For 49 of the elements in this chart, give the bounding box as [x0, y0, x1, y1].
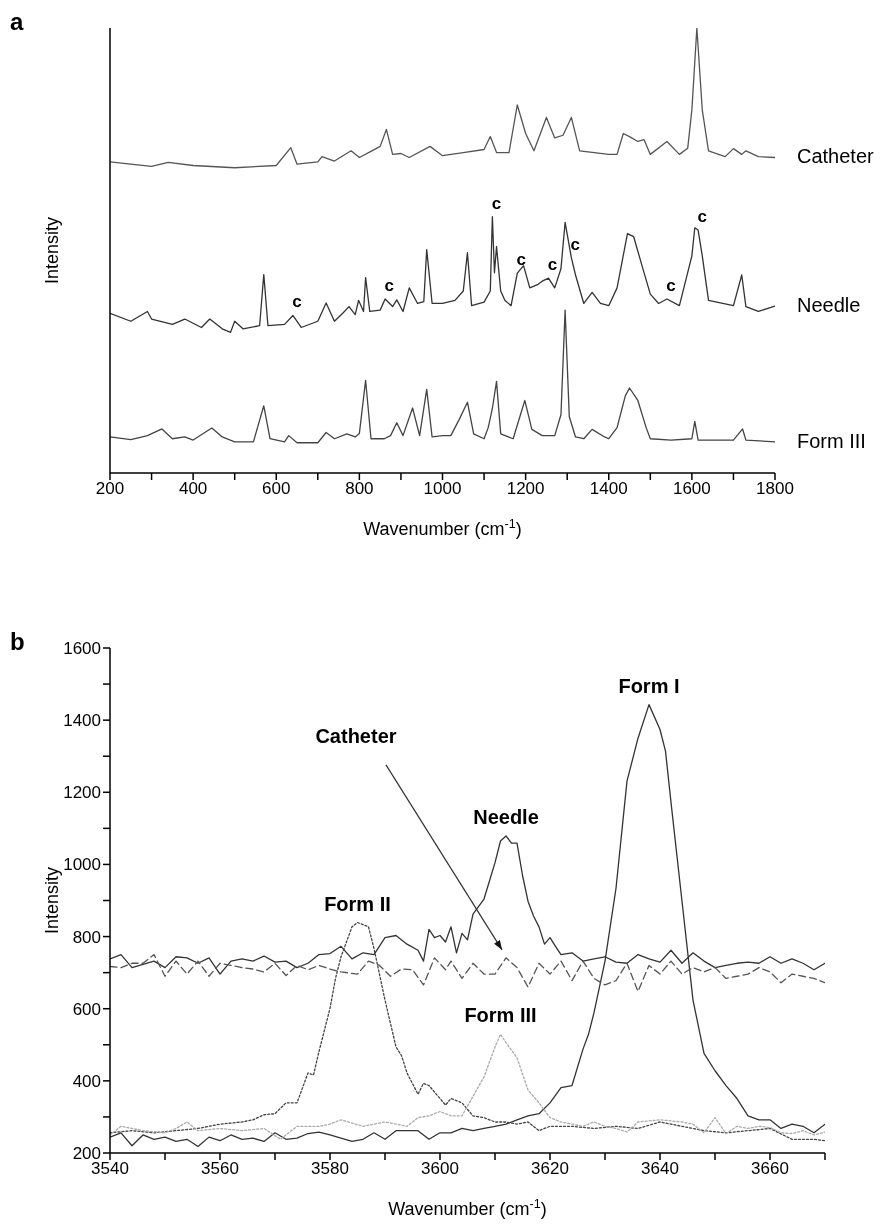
x-tick-label: 3600: [421, 1159, 459, 1179]
x-tick-label: 3540: [91, 1159, 129, 1179]
series-label: Form III: [464, 1004, 537, 1027]
x-tick-label: 1200: [506, 479, 545, 499]
annotation: c: [697, 207, 707, 227]
y-tick-label: 400: [72, 1071, 101, 1091]
x-tick-label: 3620: [531, 1159, 569, 1179]
series-label: Needle: [797, 294, 861, 317]
annotation: c: [384, 276, 394, 296]
y-tick-label: 1600: [63, 639, 101, 659]
annotation: c: [547, 255, 558, 275]
x-tick-label: 1000: [423, 479, 462, 499]
x-tick-label: 3640: [641, 1159, 679, 1179]
chart-title: b: [10, 628, 25, 656]
annotation: c: [292, 292, 302, 312]
chart-title: a: [10, 8, 24, 36]
annotation: c: [491, 193, 502, 213]
line-series: [110, 921, 825, 1142]
y-tick-label: 1400: [63, 711, 101, 731]
x-tick-label: 1600: [672, 479, 711, 499]
annotation: c: [516, 250, 527, 270]
x-tick-label: 600: [262, 479, 291, 499]
y-tick-label: 600: [72, 999, 101, 1019]
x-tick-label: 200: [95, 479, 125, 499]
series-label: Form I: [618, 674, 680, 697]
series-label: Needle: [473, 805, 539, 828]
series-label: Catheter: [797, 145, 875, 168]
line-series: [110, 953, 825, 993]
x-tick-label: 3660: [751, 1159, 789, 1179]
line-series: [110, 1033, 825, 1140]
x-tick-label: 1400: [589, 479, 628, 499]
series-label: Form III: [797, 429, 866, 452]
x-axis-title: Wavenumber (cm$^{-1}$): [388, 1197, 547, 1219]
y-tick-label: 1200: [63, 783, 101, 803]
series-label: Form II: [324, 892, 391, 915]
line-series: [110, 703, 825, 1148]
y-axis-title: Intensity: [42, 866, 62, 935]
x-tick-label: 400: [178, 479, 208, 499]
x-tick-label: 800: [345, 479, 374, 499]
x-tick-label: 3580: [311, 1159, 349, 1179]
y-tick-label: 1000: [63, 855, 101, 875]
annotation: c: [666, 276, 676, 296]
y-axis-title: Intensity: [42, 216, 62, 285]
annotation: c: [570, 234, 581, 254]
x-tick-label: 1800: [756, 479, 794, 499]
y-tick-label: 800: [72, 927, 101, 947]
text: Catheter: [315, 724, 397, 747]
x-axis-title: Wavenumber (cm$^{-1}$): [363, 517, 522, 539]
x-tick-label: 3560: [201, 1159, 239, 1179]
